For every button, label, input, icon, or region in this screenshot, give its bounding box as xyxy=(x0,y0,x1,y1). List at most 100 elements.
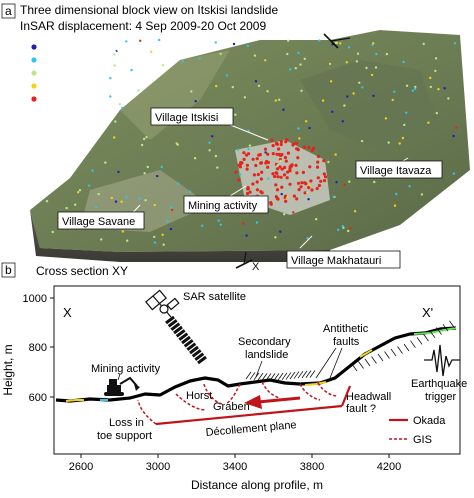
insar-point xyxy=(308,165,312,169)
insar-point xyxy=(296,156,300,160)
insar-legend: InSAR LOS [in cm] <-4 0 >4 xyxy=(31,42,123,106)
legend-label-5: >4 xyxy=(40,95,52,106)
insar-point xyxy=(270,138,274,142)
callout-makhatauri: Village Makhatauri xyxy=(286,235,401,269)
forested-slope xyxy=(300,60,440,150)
insar-point xyxy=(295,197,299,201)
mining-label: Mining activity xyxy=(91,363,161,375)
insar-point xyxy=(292,211,295,214)
x-tick-label: 3800 xyxy=(300,461,324,473)
insar-point xyxy=(303,181,307,185)
insar-point xyxy=(302,145,306,149)
insar-point xyxy=(452,172,456,175)
insar-point xyxy=(286,52,289,56)
insar-point xyxy=(283,196,286,200)
insar-point xyxy=(65,206,68,210)
hatch-mark xyxy=(436,327,442,335)
hatch-mark xyxy=(293,371,300,379)
insar-point xyxy=(385,52,389,56)
insar-point xyxy=(348,180,351,183)
insar-point xyxy=(125,40,128,43)
hatch-mark xyxy=(285,372,292,380)
insar-point xyxy=(321,99,325,102)
insar-point xyxy=(279,230,282,233)
insar-point xyxy=(393,204,397,207)
insar-point xyxy=(257,84,261,88)
insar-point xyxy=(274,183,278,187)
insar-point xyxy=(245,234,248,237)
hatch-mark xyxy=(273,373,280,381)
earthquake-label-1: Earthquake xyxy=(411,378,467,390)
hatch-mark xyxy=(281,372,288,381)
insar-point xyxy=(391,98,394,102)
insar-point xyxy=(265,159,269,164)
insar-point xyxy=(162,243,165,246)
insar-point xyxy=(283,213,286,216)
insar-point xyxy=(259,161,263,165)
insar-point xyxy=(279,140,283,144)
insar-point xyxy=(266,165,270,169)
insar-point xyxy=(429,76,432,80)
insar-point xyxy=(303,57,306,60)
insar-point xyxy=(263,147,268,151)
insar-point xyxy=(161,64,165,67)
insar-point xyxy=(405,84,409,88)
hatch-mark xyxy=(384,351,390,359)
insar-point xyxy=(247,148,250,151)
insar-point xyxy=(252,173,256,177)
insar-point xyxy=(349,227,352,230)
insar-point xyxy=(257,153,261,157)
insar-point xyxy=(289,68,292,71)
insar-point xyxy=(245,191,250,196)
insar-point xyxy=(306,237,309,240)
insar-point xyxy=(219,223,222,226)
x-label: X xyxy=(252,261,260,273)
insar-point xyxy=(387,141,390,144)
x-axis: 2600 3000 3400 3800 4200 Distance along … xyxy=(69,454,401,492)
insar-point xyxy=(308,184,311,187)
hatch-mark xyxy=(371,356,377,364)
insar-point xyxy=(384,117,388,120)
earthquake-icon xyxy=(424,344,460,377)
insar-points xyxy=(45,38,458,246)
insar-point xyxy=(211,135,214,138)
insar-point xyxy=(310,148,314,153)
insar-point xyxy=(190,90,193,93)
insar-point xyxy=(335,181,338,184)
insar-point xyxy=(284,159,288,163)
insar-point xyxy=(255,157,259,161)
insar-point xyxy=(452,134,455,138)
profile-insar-yellow-mid xyxy=(304,381,327,386)
insar-point xyxy=(110,196,114,200)
insar-point xyxy=(403,123,406,127)
insar-point xyxy=(208,141,211,144)
insar-point xyxy=(266,90,269,93)
insar-point xyxy=(274,99,277,102)
insar-point xyxy=(296,148,300,152)
insar-point xyxy=(427,121,430,124)
insar-point xyxy=(45,200,49,203)
insar-point xyxy=(256,172,260,177)
insar-point xyxy=(361,86,364,89)
sar-beam-tick xyxy=(197,355,207,365)
x-prime-label: X' xyxy=(338,27,347,39)
insar-point xyxy=(217,219,220,222)
hatch-mark xyxy=(249,372,256,380)
insar-point xyxy=(121,230,125,233)
insar-point xyxy=(251,182,255,186)
legend-title-line-1: InSAR LOS xyxy=(66,42,123,54)
insar-point xyxy=(284,199,288,203)
insar-point xyxy=(294,67,297,70)
insar-point xyxy=(215,84,218,88)
insar-point xyxy=(443,87,446,90)
mining-leader xyxy=(117,373,121,381)
antithetic-faults-label-2: faults xyxy=(333,336,360,348)
insar-point xyxy=(352,92,355,95)
insar-point xyxy=(287,39,290,42)
insar-point xyxy=(181,60,184,63)
legend-swatch-5 xyxy=(31,96,37,102)
insar-point xyxy=(297,181,301,185)
hatch-mark xyxy=(305,370,312,378)
insar-point xyxy=(158,38,161,42)
insar-point xyxy=(435,111,438,115)
